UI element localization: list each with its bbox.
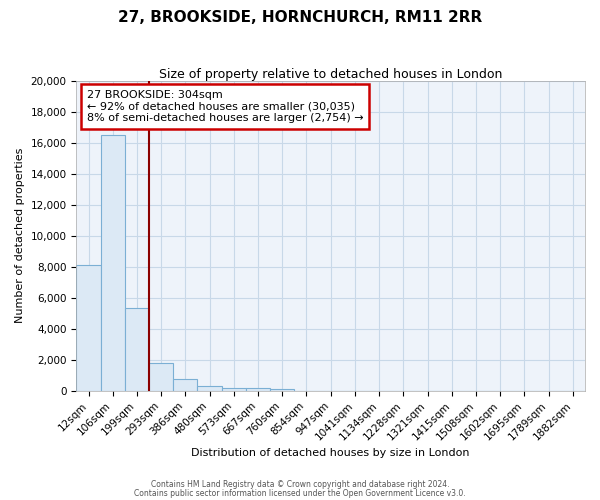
Title: Size of property relative to detached houses in London: Size of property relative to detached ho… [159,68,502,80]
Bar [149,363,173,390]
Bar [125,308,149,390]
Bar [173,379,197,390]
Bar [101,135,125,390]
Bar [76,265,101,390]
Bar [197,386,222,390]
Text: 27 BROOKSIDE: 304sqm
← 92% of detached houses are smaller (30,035)
8% of semi-de: 27 BROOKSIDE: 304sqm ← 92% of detached h… [86,90,363,123]
Bar [222,388,246,390]
Y-axis label: Number of detached properties: Number of detached properties [15,148,25,324]
Text: 27, BROOKSIDE, HORNCHURCH, RM11 2RR: 27, BROOKSIDE, HORNCHURCH, RM11 2RR [118,10,482,25]
Bar [270,389,295,390]
Text: Contains HM Land Registry data © Crown copyright and database right 2024.: Contains HM Land Registry data © Crown c… [151,480,449,489]
X-axis label: Distribution of detached houses by size in London: Distribution of detached houses by size … [191,448,470,458]
Bar [246,388,270,390]
Text: Contains public sector information licensed under the Open Government Licence v3: Contains public sector information licen… [134,488,466,498]
